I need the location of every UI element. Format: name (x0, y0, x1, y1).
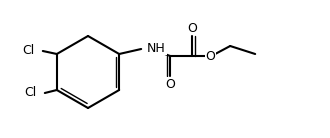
Text: NH: NH (147, 42, 166, 55)
Text: Cl: Cl (24, 87, 37, 99)
Text: O: O (187, 22, 197, 34)
Text: O: O (165, 78, 175, 91)
Text: O: O (205, 50, 215, 63)
Text: Cl: Cl (22, 44, 35, 58)
